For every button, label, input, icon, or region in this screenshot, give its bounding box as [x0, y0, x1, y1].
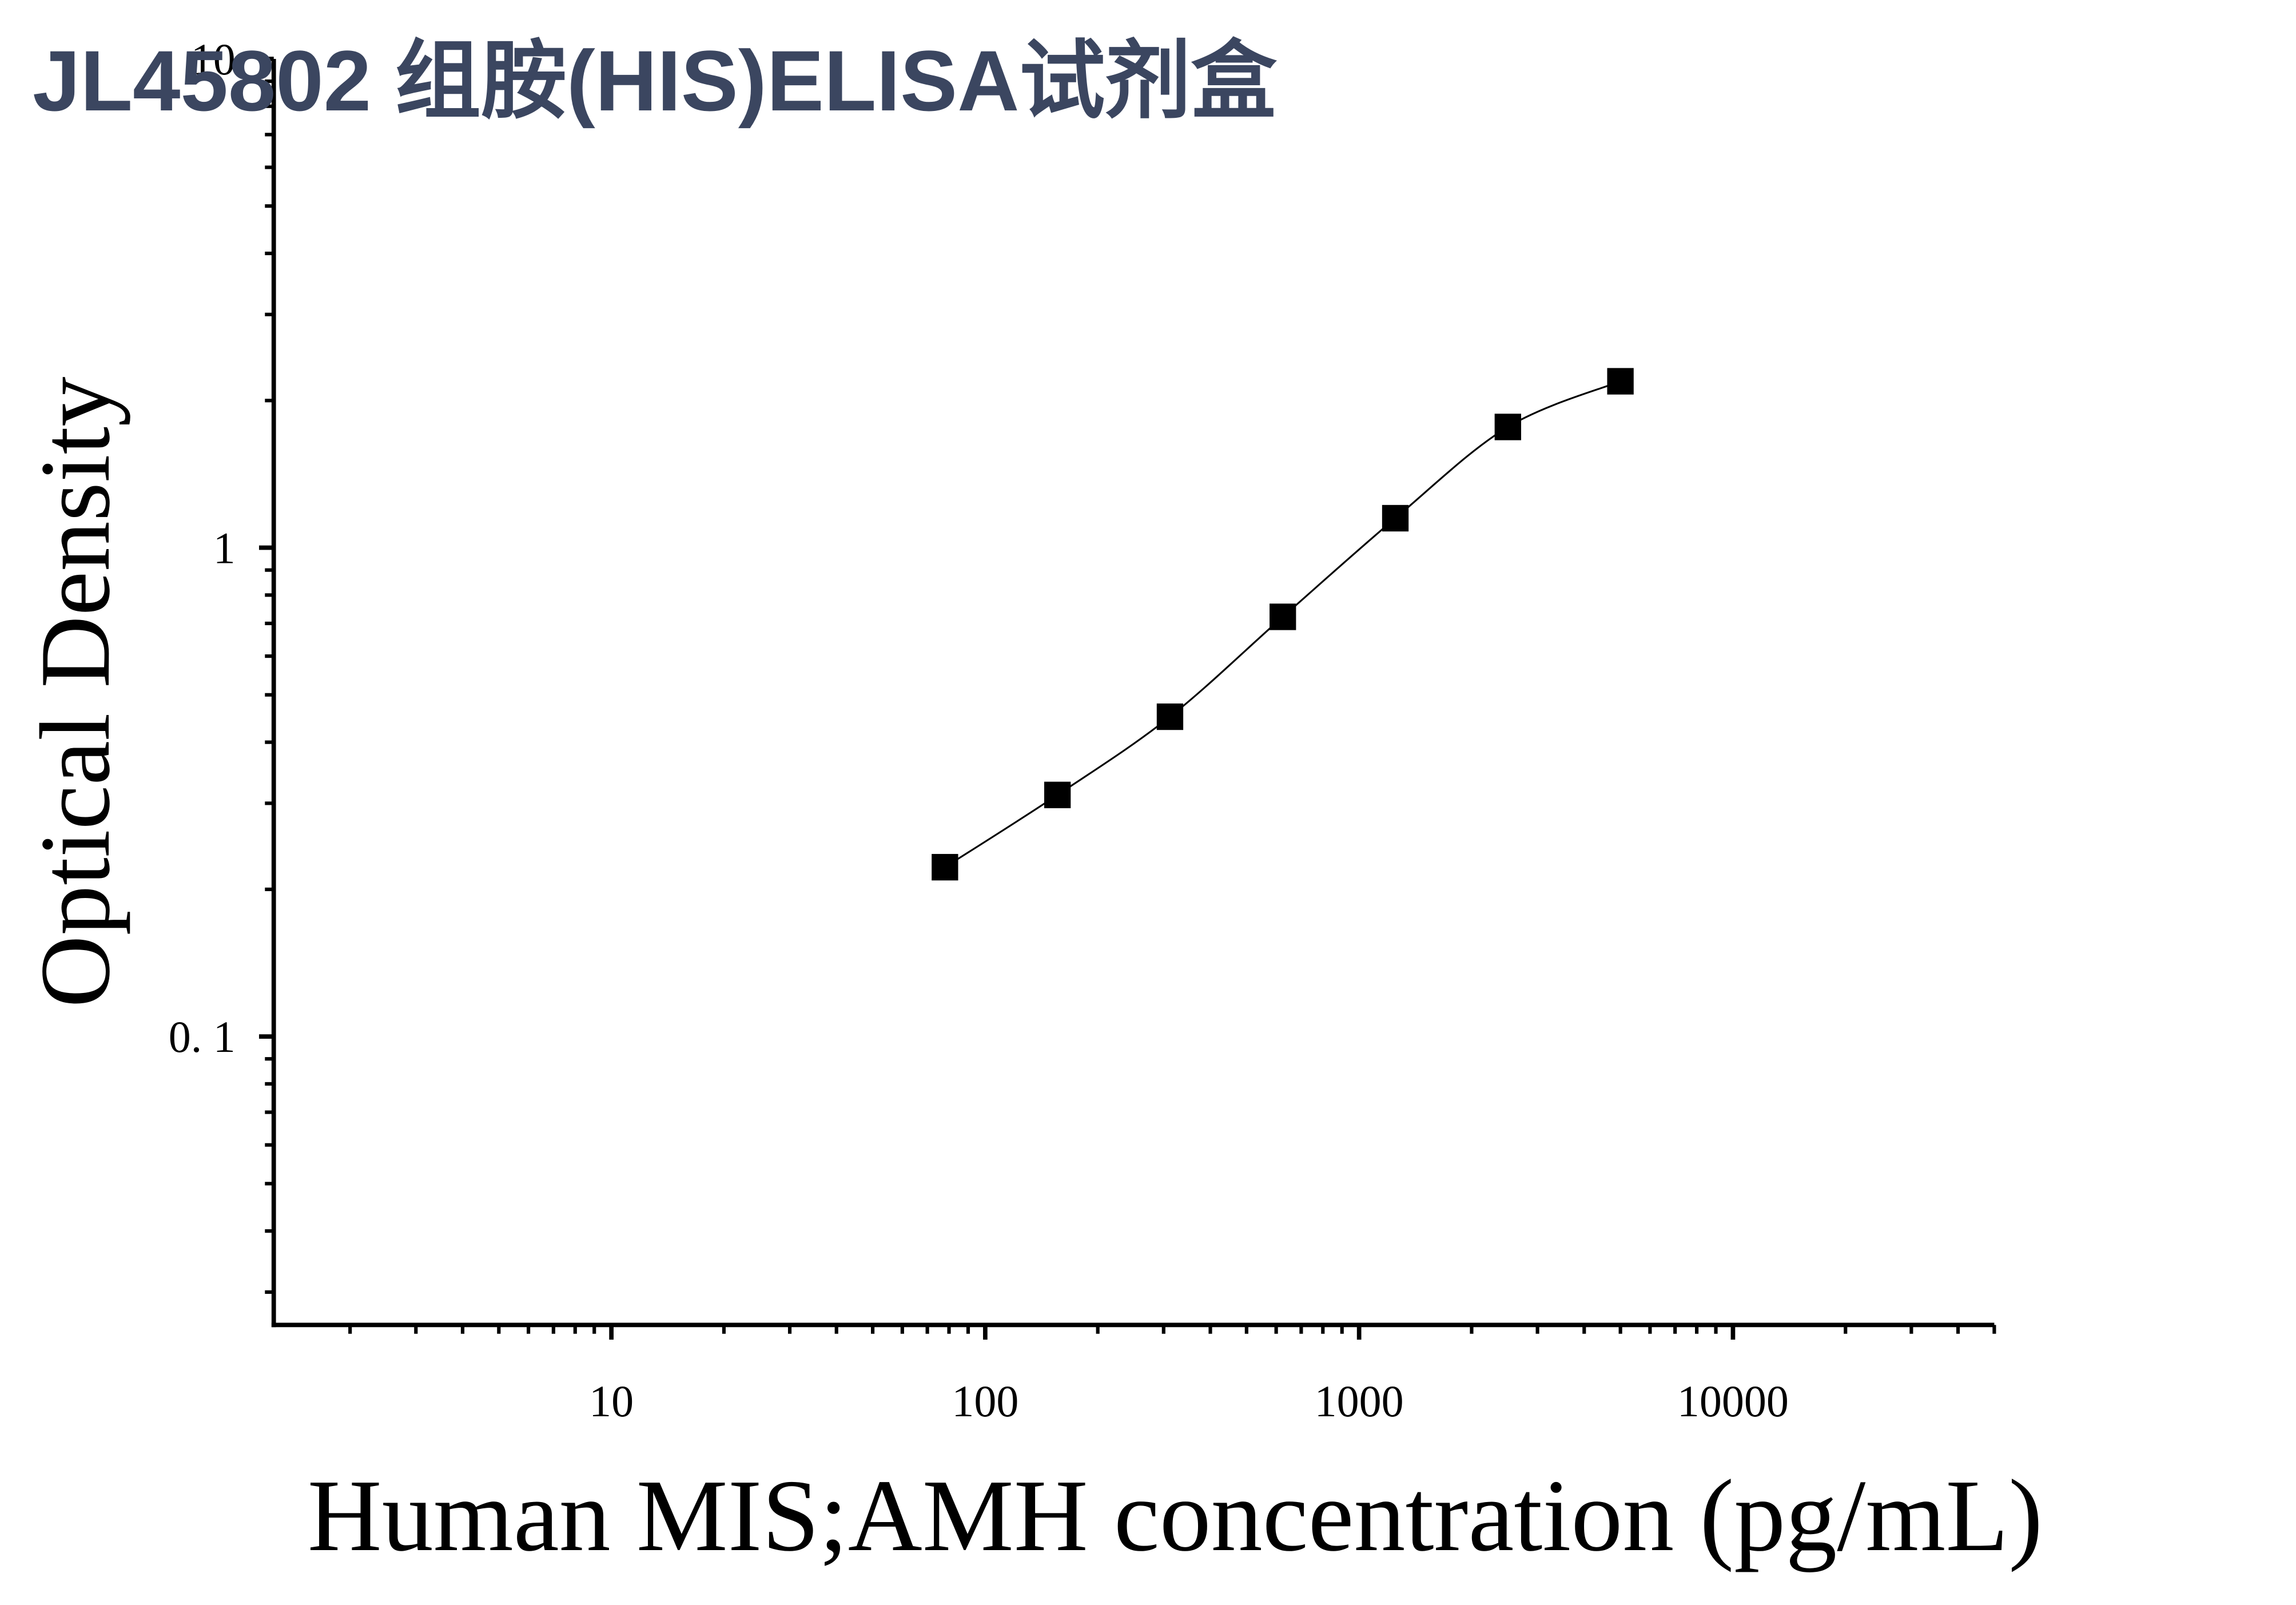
chart-title: JL45802 组胺(HIS)ELISA试剂盒: [33, 33, 1278, 129]
x-tick-label: 1000: [1315, 1376, 1404, 1426]
marker: [1270, 603, 1296, 630]
marker: [1044, 781, 1071, 808]
x-tick-label: 10: [589, 1376, 634, 1426]
x-tick-label: 10000: [1677, 1376, 1789, 1426]
y-tick-label: 1: [213, 523, 236, 573]
marker: [1494, 414, 1521, 440]
y-axis-label: Optical Density: [19, 376, 130, 1007]
x-tick-label: 100: [952, 1376, 1018, 1426]
marker: [1156, 703, 1184, 730]
plot-area: 10 100 1000 10000 0. 1 1 10: [169, 34, 1996, 1426]
marker: [1607, 368, 1634, 395]
marker: [932, 853, 958, 881]
y-tick-label: 10: [191, 34, 236, 84]
x-axis-label: Human MIS;AMH concentration (pg/mL): [308, 1459, 2043, 1572]
marker: [1382, 504, 1409, 532]
y-tick-label: 0. 1: [169, 1012, 236, 1062]
